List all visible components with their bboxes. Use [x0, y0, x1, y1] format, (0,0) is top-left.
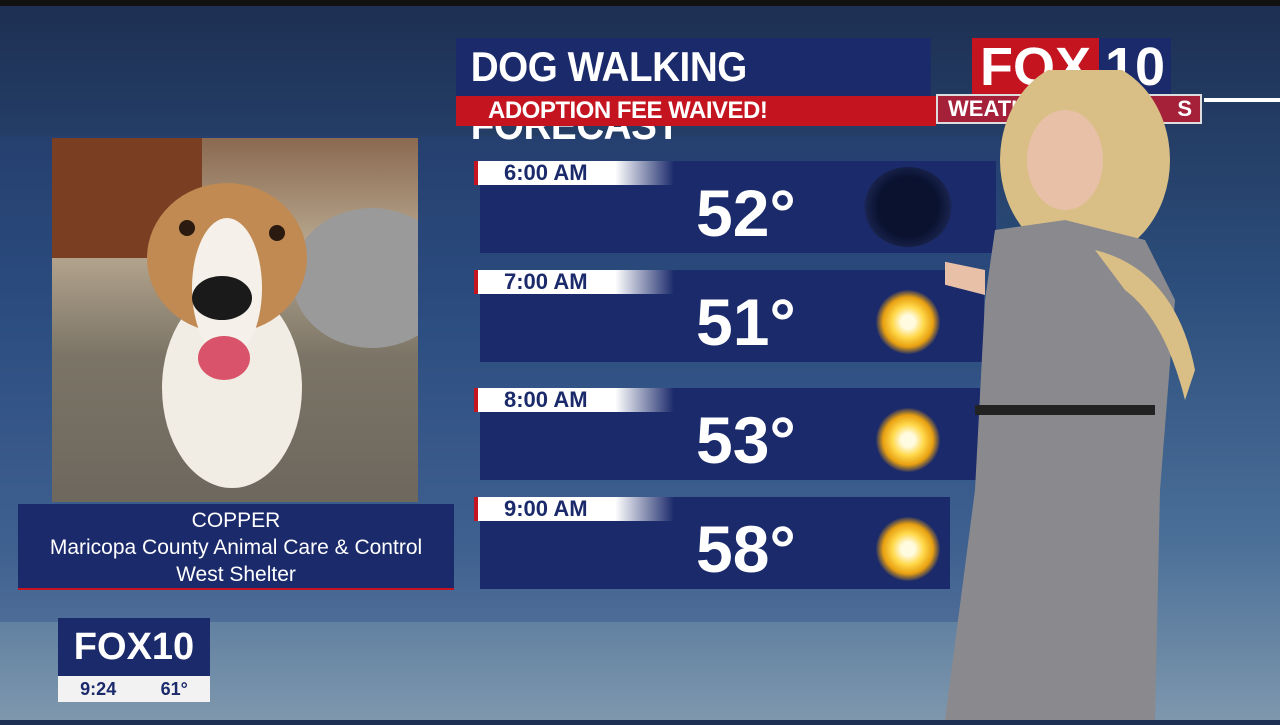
forecast-row: 8:00 AM 53°	[474, 388, 996, 480]
forecast-row: 6:00 AM 52°	[474, 161, 996, 253]
sun-icon	[876, 408, 940, 472]
fox10-bug-logo: FOX10	[58, 618, 210, 676]
pet-caption: COPPER Maricopa County Animal Care & Con…	[18, 504, 454, 590]
weather-presenter	[810, 60, 1215, 720]
pet-name: COPPER	[191, 509, 281, 532]
night-moon-icon	[864, 167, 952, 247]
sun-icon	[876, 290, 940, 354]
current-time: 9:24	[80, 679, 117, 699]
shelter-name: Maricopa County Animal Care & Control	[49, 536, 423, 559]
subtitle-banner: ADOPTION FEE WAIVED!	[456, 96, 936, 126]
divider-line	[1204, 98, 1280, 102]
forecast-row: 7:00 AM 51°	[474, 270, 984, 362]
top-bar	[0, 0, 1280, 6]
station-bug: FOX10 9:24 61°	[58, 618, 210, 702]
dog-photo	[52, 138, 418, 502]
sun-icon	[876, 517, 940, 581]
shelter-location: West Shelter	[176, 563, 296, 586]
forecast-title: DOG WALKING FORECAST	[456, 38, 931, 148]
current-temp: 61°	[160, 679, 188, 699]
forecast-row: 9:00 AM 58°	[474, 497, 996, 589]
